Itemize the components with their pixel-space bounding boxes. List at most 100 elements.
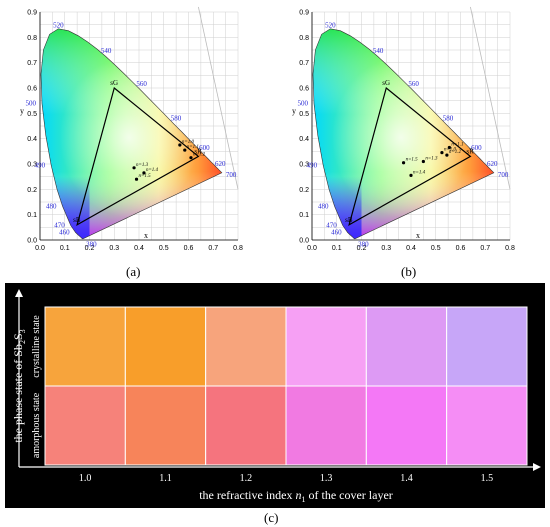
diagonal-line	[198, 6, 239, 190]
data-point-label: n=1.3	[425, 156, 438, 161]
data-point	[447, 145, 451, 150]
heatmap-cell	[365, 385, 448, 466]
wavelength-label: 460	[331, 228, 342, 236]
wavelength-label: 500	[25, 100, 36, 108]
srgb-triangle	[76, 86, 200, 227]
gamut-vertex-label: sB	[73, 216, 81, 224]
wavelength-label: 560	[408, 80, 419, 88]
y-tick-label: 0.4	[299, 136, 309, 143]
data-point	[183, 148, 187, 152]
y-tick-label: 0.9	[299, 10, 309, 17]
x-tick-label: 0.4	[406, 245, 416, 252]
wavelength-label: 380	[358, 241, 369, 249]
wavelength-label: 380	[86, 241, 97, 249]
data-point-label: n=1.0	[444, 148, 457, 153]
wavelength-label: 520	[53, 22, 64, 30]
data-point	[189, 156, 193, 160]
y-axis-label: y	[20, 106, 24, 115]
color-heatmap-c: crystalline state amorphous state 1.0 1.1 1.…	[5, 283, 545, 508]
y-tick-label: 0.1	[27, 212, 37, 219]
wavelength-label: 540	[373, 47, 384, 55]
x-tick-label: 0.0	[307, 245, 317, 252]
data-point-label: n=1.5	[406, 158, 419, 163]
x-tick-label: 0.6	[456, 245, 466, 252]
heatmap-cell	[205, 306, 287, 387]
data-point	[421, 159, 425, 164]
wavelength-label: 580	[443, 115, 454, 123]
data-point-label: n=1.0	[182, 140, 195, 145]
x-axis-label: x	[144, 231, 148, 240]
heatmap-x-axis-label: the refractive index n1 of the cover lay…	[199, 488, 393, 504]
heatmap-cell	[285, 306, 367, 387]
gamut-vertex-label: sG	[382, 79, 390, 87]
heatmap-column-label: 1.1	[159, 473, 172, 484]
x-tick-label: 0.8	[233, 245, 243, 252]
y-tick-label: 0.8	[299, 35, 309, 42]
y-tick-label: 0.3	[299, 162, 309, 169]
wavelength-label: 490	[35, 161, 46, 169]
wavelength-label: 700	[498, 171, 509, 179]
gamut-vertex-label: sB	[345, 216, 353, 224]
data-point-label: n=1.1	[187, 145, 199, 150]
wavelength-label: 490	[307, 161, 318, 169]
color-heatmap-plot: crystalline state amorphous state 1.0 1.1 1.…	[11, 289, 541, 504]
data-point	[132, 166, 136, 170]
data-point-label: n=1.5	[139, 174, 152, 179]
wavelength-label: 480	[318, 202, 329, 210]
x-tick-label: 0.8	[505, 245, 515, 252]
x-axis-arrow	[533, 463, 541, 471]
wavelength-label: 620	[215, 160, 226, 168]
heatmap-row-label: amorphous state	[31, 392, 42, 458]
data-point	[440, 151, 444, 155]
y-tick-label: 0.6	[299, 86, 309, 93]
y-axis-label: y	[292, 106, 296, 115]
data-point	[134, 177, 139, 181]
x-tick-label: 0.3	[381, 245, 391, 252]
y-tick-label: 0.0	[27, 238, 37, 245]
spectral-locus	[40, 28, 223, 240]
wavelength-label: 470	[54, 221, 65, 229]
panel-label-a: (a)	[126, 264, 141, 279]
srgb-triangle	[348, 86, 472, 227]
wavelength-label: 580	[171, 115, 182, 123]
wavelength-label: 480	[46, 202, 57, 210]
y-tick-label: 0.6	[27, 86, 37, 93]
heatmap-cell	[446, 385, 528, 466]
x-tick-label: 0.2	[357, 245, 367, 252]
data-point-label: n=1.4	[146, 168, 159, 173]
y-tick-label: 0.3	[27, 162, 37, 169]
data-point-label: n=1.2	[449, 150, 462, 155]
y-tick-label: 0.4	[27, 136, 37, 143]
x-tick-label: 0.5	[431, 245, 441, 252]
x-axis-label: x	[416, 231, 420, 240]
data-point	[401, 161, 406, 165]
heatmap-cell	[124, 385, 207, 466]
wavelength-label: 620	[487, 160, 498, 168]
heatmap-column-label: 1.3	[320, 473, 333, 484]
wavelength-label: 560	[136, 80, 147, 88]
y-tick-label: 0.9	[27, 10, 37, 17]
heatmap-cell	[205, 385, 287, 466]
heatmap-column-label: 1.0	[79, 473, 92, 484]
x-tick-label: 0.2	[85, 245, 95, 252]
heatmap-cell	[44, 385, 126, 466]
y-tick-label: 0.5	[27, 111, 37, 118]
data-point	[409, 173, 413, 177]
y-tick-label: 0.8	[27, 35, 37, 42]
y-tick-label: 0.7	[299, 60, 309, 67]
wavelength-label: 500	[297, 100, 308, 108]
y-axis-arrow	[15, 289, 23, 297]
x-tick-label: 0.4	[134, 245, 144, 252]
spectral-locus	[312, 28, 495, 240]
data-point	[445, 153, 449, 157]
heatmap-column-label: 1.2	[240, 473, 253, 484]
wavelength-label: 700	[226, 171, 237, 179]
x-tick-label: 0.5	[159, 245, 169, 252]
panel-label-b: (b)	[401, 264, 417, 279]
wavelength-label: 540	[101, 47, 112, 55]
heatmap-cell	[365, 306, 448, 387]
heatmap-cell	[124, 306, 207, 387]
data-point-label: n=1.3	[136, 163, 149, 168]
data-point-label: n=1.1	[451, 143, 463, 148]
gamut-vertex-label: sR	[194, 147, 202, 155]
